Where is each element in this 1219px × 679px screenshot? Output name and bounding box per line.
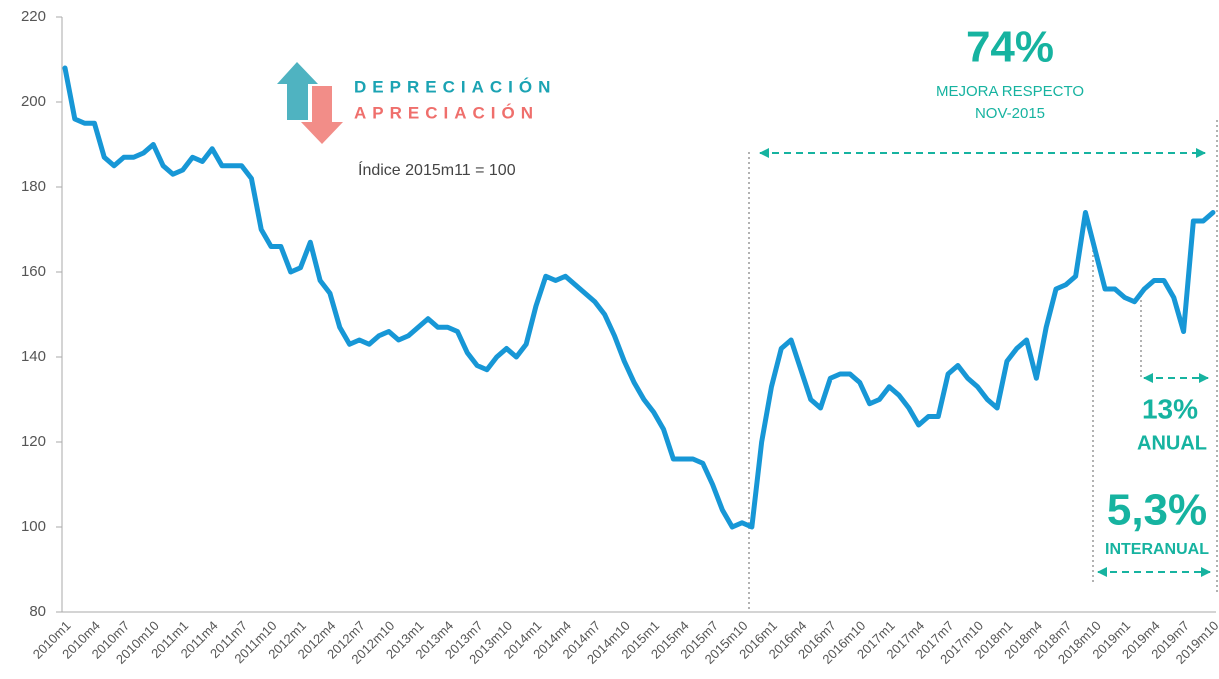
y-tick-label: 80 [29,603,46,620]
annotation: 13% [1142,393,1198,424]
line [62,65,1216,530]
legend: DEPRECIACIÓN APRECIACIÓN [277,62,556,144]
annotation: INTERANUAL [1105,541,1209,558]
legend-label: APRECIACIÓN [354,103,539,122]
subtitle: Índice 2015m11 = 100 [358,160,516,179]
down-arrow [301,86,343,144]
annotation: MEJORA RESPECTO [936,83,1084,100]
y-tick-label: 200 [21,93,46,110]
y-tick-label: 100 [21,518,46,535]
y-tick-label: 140 [21,348,46,365]
annotation: ANUAL [1137,432,1207,454]
arrows [759,148,1211,577]
annotation: NOV-2015 [975,105,1045,122]
legend-label: DEPRECIACIÓN [354,77,556,96]
y-tick-label: 120 [21,433,46,450]
y-tick-label: 180 [21,178,46,195]
guides [748,120,1218,612]
up-arrow [277,62,318,120]
annotations: 74% MEJORA RESPECTO NOV-2015 13% ANUAL 5… [936,23,1209,559]
y-tick-label: 220 [21,8,46,25]
annotation: 74% [966,23,1054,72]
y-tick-label: 160 [21,263,46,280]
annotation: 5,3% [1107,486,1207,535]
